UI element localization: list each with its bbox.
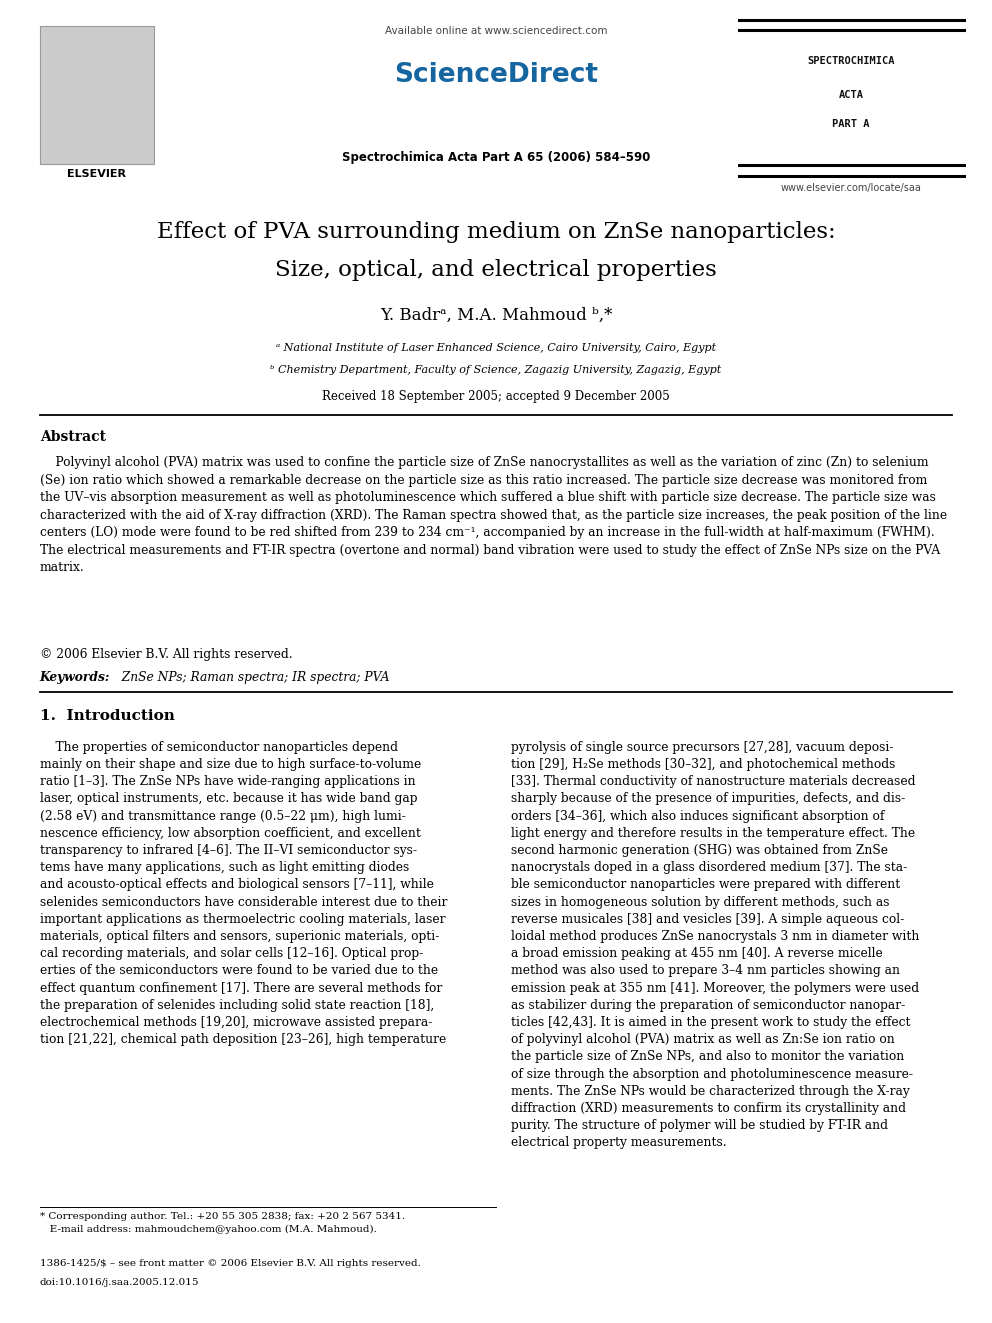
Text: Polyvinyl alcohol (PVA) matrix was used to confine the particle size of ZnSe nan: Polyvinyl alcohol (PVA) matrix was used …: [40, 456, 946, 574]
Text: Effect of PVA surrounding medium on ZnSe nanoparticles:: Effect of PVA surrounding medium on ZnSe…: [157, 221, 835, 243]
Text: Y. Badrᵃ, M.A. Mahmoud ᵇ,*: Y. Badrᵃ, M.A. Mahmoud ᵇ,*: [380, 307, 612, 324]
Text: Keywords:: Keywords:: [40, 671, 110, 684]
Text: © 2006 Elsevier B.V. All rights reserved.: © 2006 Elsevier B.V. All rights reserved…: [40, 648, 293, 662]
Text: The properties of semiconductor nanoparticles depend
mainly on their shape and s: The properties of semiconductor nanopart…: [40, 741, 447, 1046]
Text: SPECTROCHIMICA: SPECTROCHIMICA: [807, 56, 895, 66]
Text: 1386-1425/$ – see front matter © 2006 Elsevier B.V. All rights reserved.: 1386-1425/$ – see front matter © 2006 El…: [40, 1259, 421, 1269]
Text: Size, optical, and electrical properties: Size, optical, and electrical properties: [275, 259, 717, 282]
Text: PART A: PART A: [832, 119, 870, 130]
Text: 1.  Introduction: 1. Introduction: [40, 709, 175, 724]
Text: ᵇ Chemistry Department, Faculty of Science, Zagazig University, Zagazig, Egypt: ᵇ Chemistry Department, Faculty of Scien…: [271, 365, 721, 376]
Text: doi:10.1016/j.saa.2005.12.015: doi:10.1016/j.saa.2005.12.015: [40, 1278, 199, 1287]
Text: www.elsevier.com/locate/saa: www.elsevier.com/locate/saa: [781, 183, 922, 193]
Text: ScienceDirect: ScienceDirect: [394, 62, 598, 89]
Text: Abstract: Abstract: [40, 430, 106, 445]
Text: ᵃ National Institute of Laser Enhanced Science, Cairo University, Cairo, Egypt: ᵃ National Institute of Laser Enhanced S…: [276, 343, 716, 353]
Text: ELSEVIER: ELSEVIER: [66, 169, 126, 180]
Text: Available online at www.sciencedirect.com: Available online at www.sciencedirect.co…: [385, 26, 607, 37]
Bar: [40, 26, 154, 164]
Text: ZnSe NPs; Raman spectra; IR spectra; PVA: ZnSe NPs; Raman spectra; IR spectra; PVA: [114, 671, 390, 684]
Text: Received 18 September 2005; accepted 9 December 2005: Received 18 September 2005; accepted 9 D…: [322, 390, 670, 404]
Text: * Corresponding author. Tel.: +20 55 305 2838; fax: +20 2 567 5341.
   E-mail ad: * Corresponding author. Tel.: +20 55 305…: [40, 1212, 405, 1233]
Text: pyrolysis of single source precursors [27,28], vacuum deposi-
tion [29], H₂Se me: pyrolysis of single source precursors [2…: [511, 741, 920, 1150]
Text: ACTA: ACTA: [838, 90, 864, 101]
Text: Spectrochimica Acta Part A 65 (2006) 584–590: Spectrochimica Acta Part A 65 (2006) 584…: [342, 151, 650, 164]
